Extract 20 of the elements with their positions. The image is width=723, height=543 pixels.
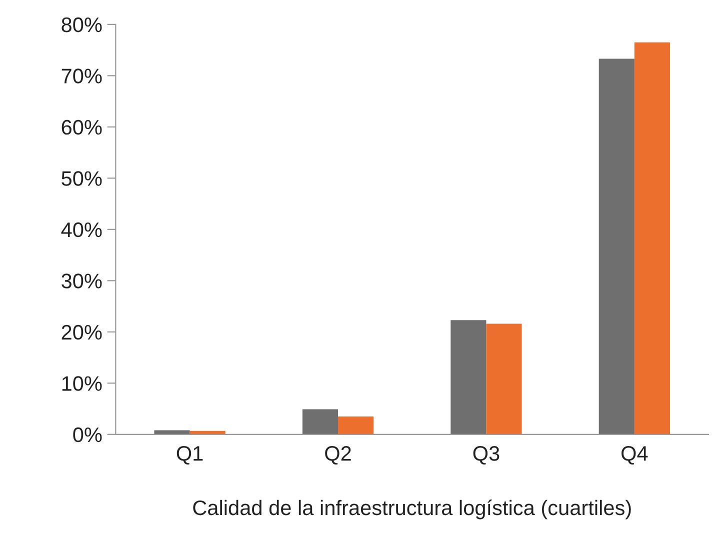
x-axis-title: Calidad de la infraestructura logística (cuartiles) (193, 500, 631, 520)
bar (486, 324, 522, 434)
bar (598, 58, 634, 434)
y-tick-label: 50% (62, 171, 102, 186)
y-tick-label: 80% (62, 17, 102, 32)
x-tick-label: Q1 (176, 446, 203, 465)
y-tick-label: 0% (73, 427, 102, 442)
y-tick-label: 70% (62, 68, 102, 84)
y-tick-label: 30% (62, 274, 102, 288)
x-tick-label: Q2 (325, 446, 351, 465)
y-tick-label: 60% (62, 120, 102, 135)
x-tick-label: Q4 (622, 446, 648, 465)
x-tick-label: Q3 (473, 446, 500, 465)
bar (634, 42, 670, 434)
bar (450, 320, 486, 434)
y-tick-label: 20% (62, 324, 102, 340)
y-tick-label: 10% (62, 376, 102, 391)
y-tick-label: 40% (61, 222, 102, 238)
bar (302, 409, 338, 434)
bar (338, 416, 374, 434)
